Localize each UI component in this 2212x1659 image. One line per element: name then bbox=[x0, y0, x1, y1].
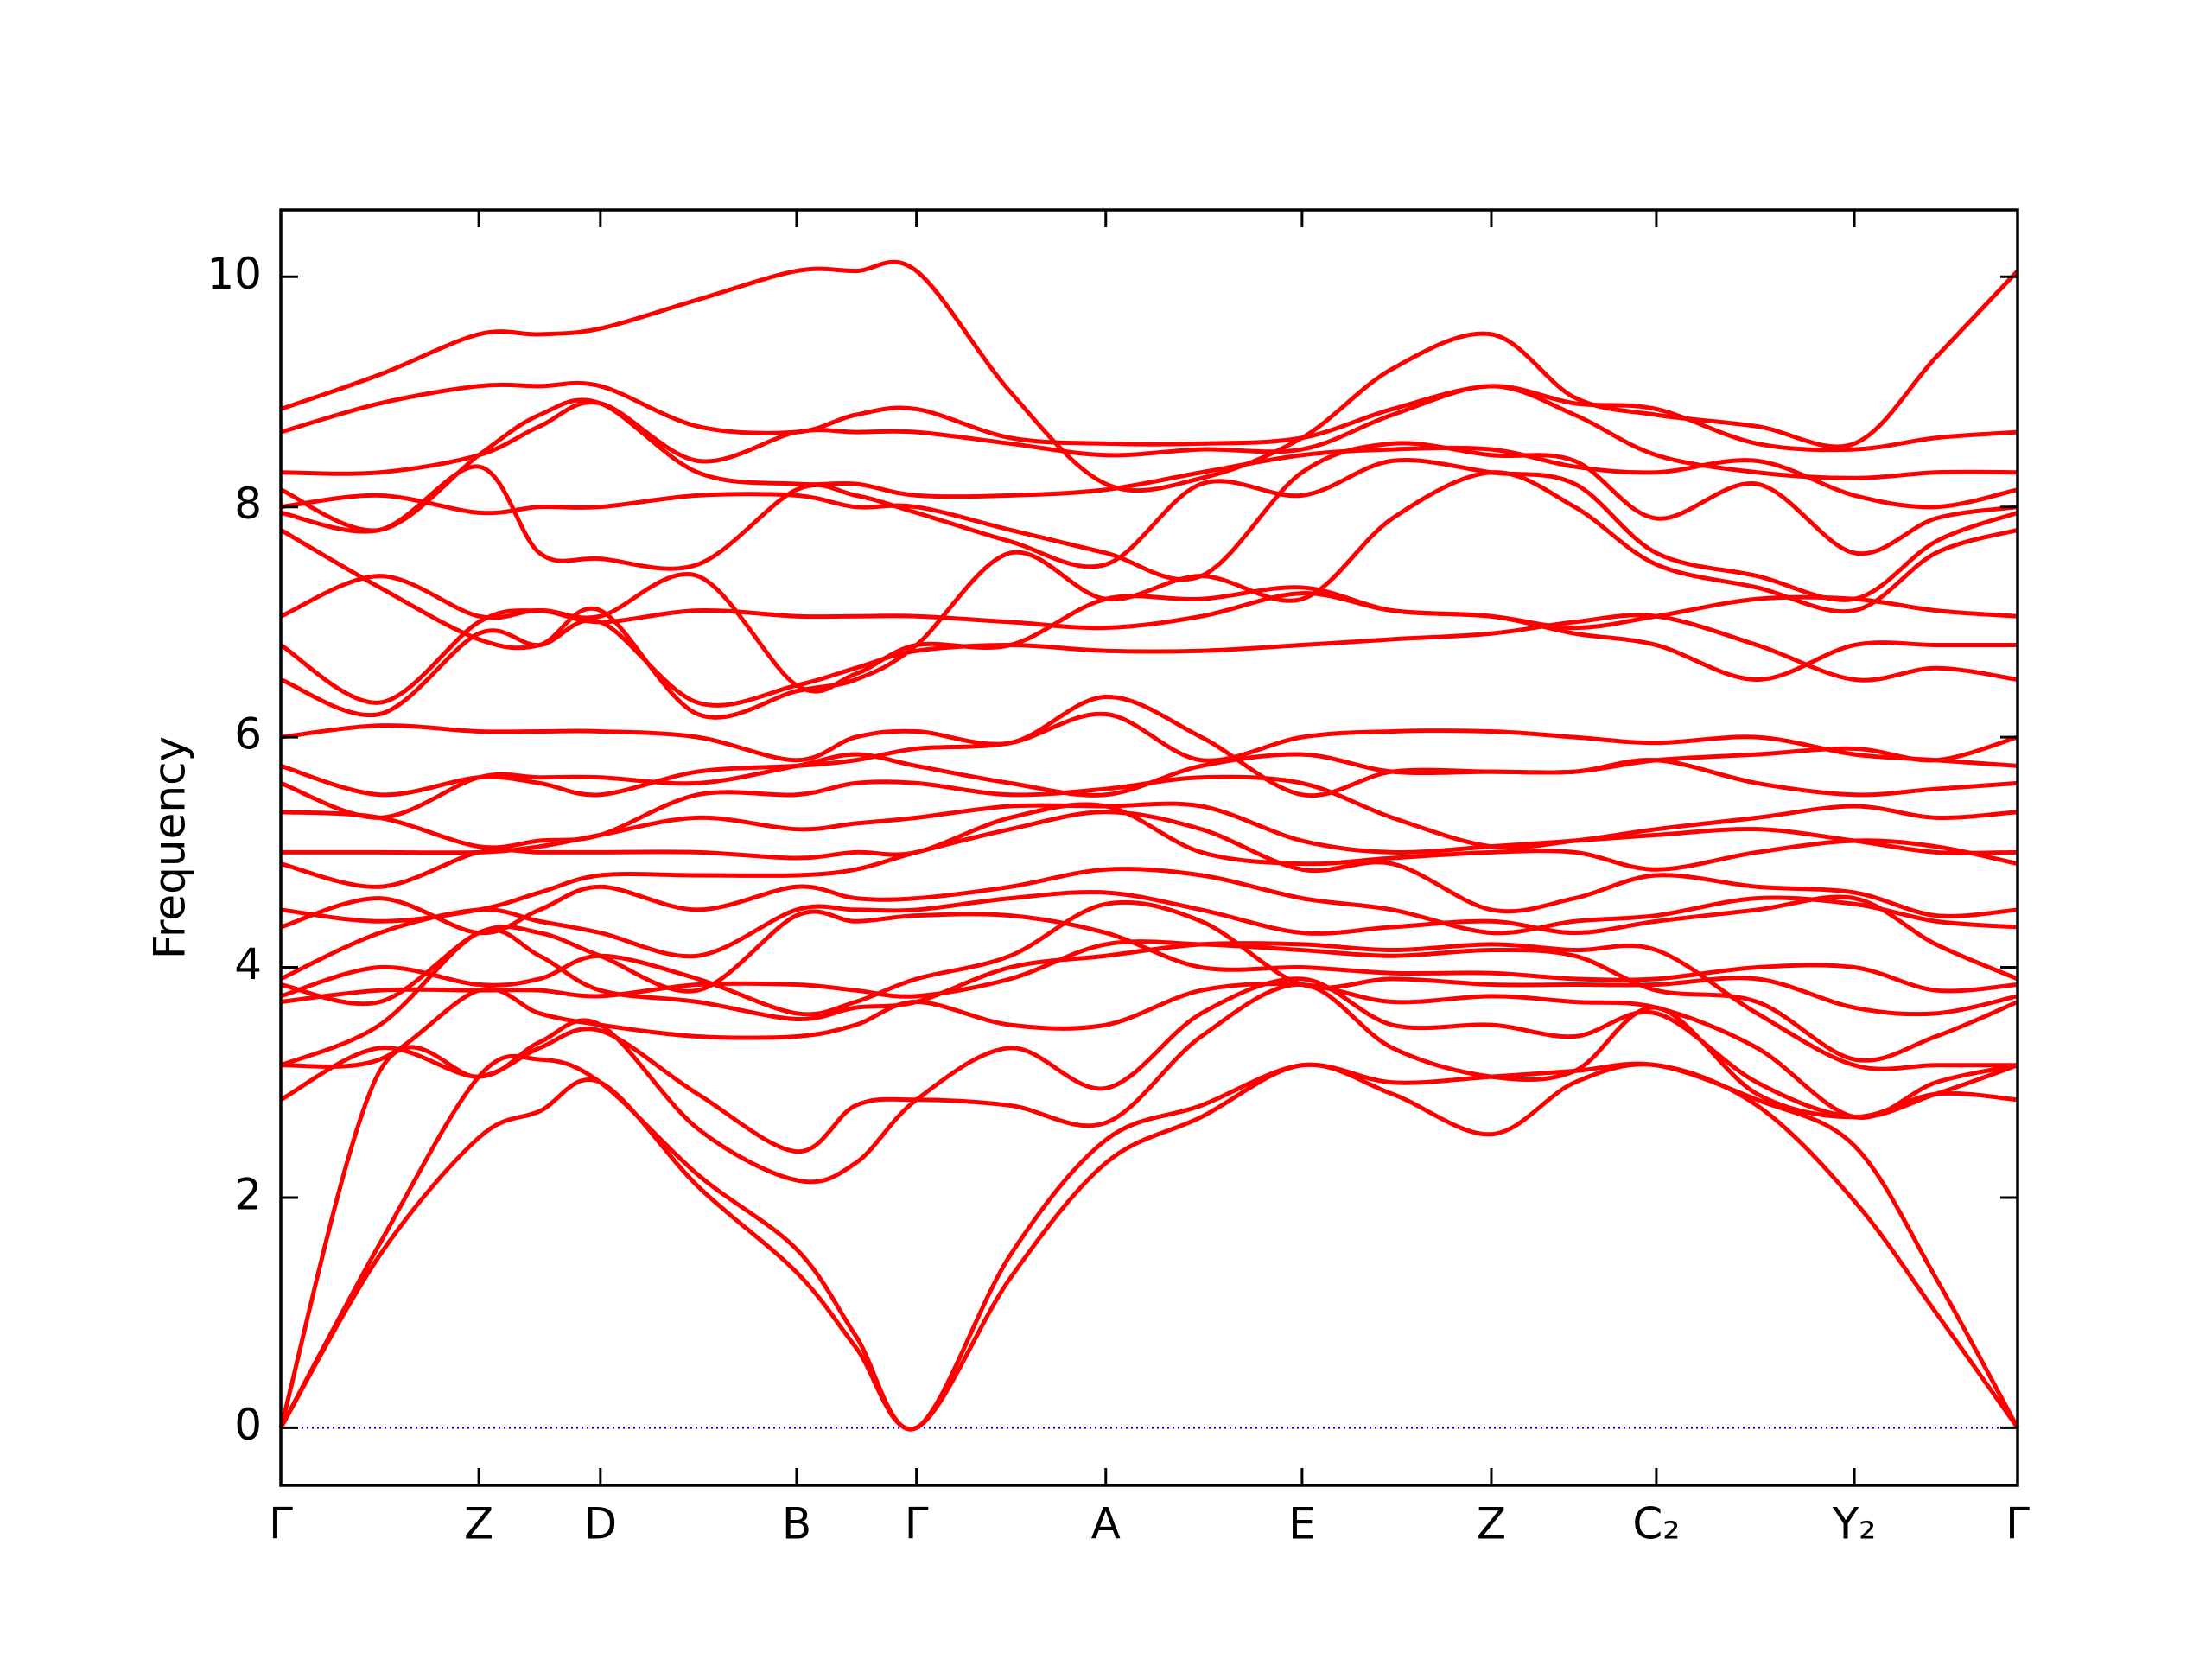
x-tick-label: D bbox=[584, 1499, 618, 1549]
x-tick-label: E bbox=[1288, 1499, 1316, 1549]
band-line bbox=[280, 574, 2018, 631]
band-line bbox=[280, 752, 2018, 820]
band-line bbox=[279, 470, 2018, 720]
band-line bbox=[280, 982, 2018, 1121]
y-tick-label: 2 bbox=[234, 1169, 262, 1219]
band-line bbox=[280, 711, 2018, 798]
band-line bbox=[280, 458, 2018, 602]
y-tick-label: 0 bbox=[234, 1400, 262, 1450]
band-line bbox=[280, 909, 2018, 1007]
x-tick-label: Y₂ bbox=[1832, 1499, 1877, 1549]
band-line bbox=[280, 810, 2018, 924]
band-line bbox=[279, 397, 2018, 533]
band-line bbox=[279, 889, 2018, 982]
x-tick-label: B bbox=[782, 1499, 811, 1549]
x-tick-label: C₂ bbox=[1632, 1499, 1680, 1549]
band-line bbox=[280, 384, 2018, 480]
x-tick-label: Z bbox=[1477, 1499, 1506, 1549]
band-line bbox=[280, 694, 2018, 798]
band-line bbox=[278, 1053, 2020, 1432]
x-tick-label: A bbox=[1091, 1499, 1121, 1549]
x-tick-label: Γ bbox=[905, 1499, 929, 1549]
band-line bbox=[280, 259, 2019, 493]
band-line bbox=[281, 801, 2018, 855]
y-tick-label: 4 bbox=[234, 939, 262, 989]
x-tick-label: Z bbox=[464, 1499, 493, 1549]
band-line bbox=[280, 380, 2018, 453]
y-axis-label: Frequency bbox=[145, 736, 195, 959]
y-tick-label: 6 bbox=[234, 709, 262, 760]
x-tick-label: Γ bbox=[269, 1499, 293, 1549]
y-tick-label: 8 bbox=[234, 479, 262, 529]
plot-frame bbox=[279, 208, 2019, 1487]
x-tick-label: Γ bbox=[2005, 1499, 2030, 1549]
band-line bbox=[280, 899, 2018, 1017]
band-line bbox=[280, 867, 2018, 936]
band-line bbox=[279, 976, 2018, 1185]
band-line bbox=[280, 441, 2018, 582]
y-tick-label: 10 bbox=[207, 249, 262, 299]
band-line bbox=[280, 774, 2018, 850]
